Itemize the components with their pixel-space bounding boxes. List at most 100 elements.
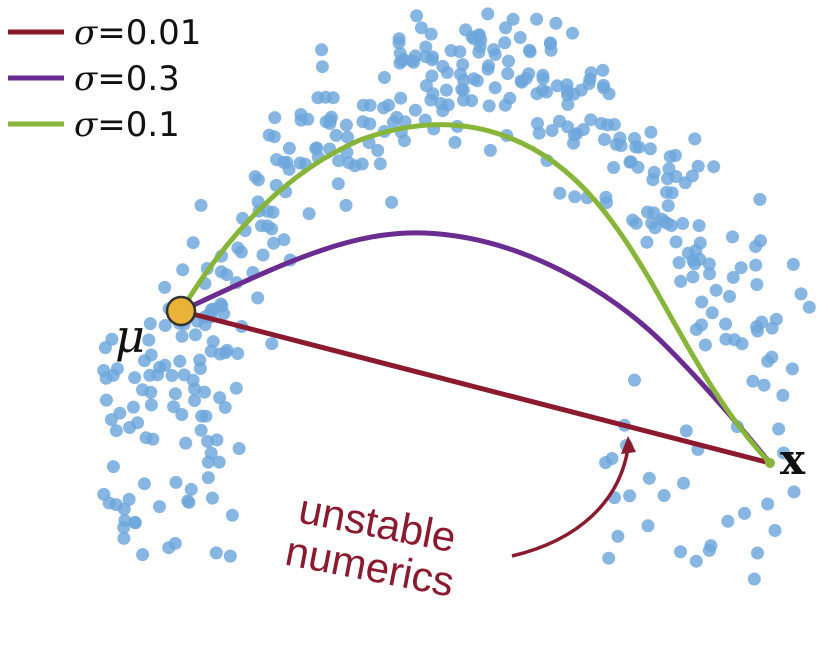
scatter-point	[162, 541, 176, 555]
scatter-point	[560, 84, 574, 98]
scatter-point	[545, 124, 559, 137]
scatter-point	[611, 529, 625, 543]
scatter-point	[315, 43, 329, 57]
scatter-point	[209, 546, 223, 560]
scatter-point	[531, 117, 544, 130]
scatter-point	[598, 133, 611, 146]
scatter-point	[390, 110, 404, 124]
scatter-point	[173, 354, 187, 368]
scatter-point	[785, 362, 799, 376]
scatter-point	[709, 283, 723, 297]
scatter-point	[488, 81, 502, 95]
scatter-point	[144, 398, 158, 412]
scatter-point	[326, 91, 340, 105]
scatter-point	[99, 393, 113, 407]
mu-label: μ	[115, 309, 145, 363]
scatter-point	[513, 31, 527, 44]
scatter-point	[436, 59, 450, 73]
scatter-point	[377, 71, 391, 84]
scatter-point	[602, 87, 616, 101]
scatter-point	[530, 12, 544, 26]
scatter-point	[117, 531, 131, 545]
scatter-point	[143, 317, 157, 331]
scatter-point	[371, 143, 385, 157]
scatter-point	[661, 199, 675, 213]
scatter-point	[126, 400, 140, 414]
scatter-point	[646, 173, 660, 187]
scatter-point	[256, 248, 270, 262]
scatter-point	[702, 257, 716, 271]
scatter-point	[549, 16, 563, 30]
scatter-point	[515, 75, 529, 89]
scatter-point	[772, 422, 786, 436]
scatter-point	[268, 111, 282, 125]
scatter-point	[672, 256, 686, 270]
scatter-point	[695, 318, 708, 332]
scatter-point	[761, 497, 775, 511]
scatter-point	[631, 160, 645, 174]
scatter-point	[662, 162, 676, 176]
scatter-point	[550, 79, 564, 93]
scatter-point	[693, 236, 707, 250]
scatter-point	[186, 373, 200, 387]
scatter-point	[721, 514, 735, 528]
scatter-point	[628, 373, 641, 387]
scatter-point	[267, 130, 281, 144]
scatter-point	[726, 230, 739, 244]
scatter-point	[483, 143, 497, 157]
scatter-point	[665, 219, 678, 232]
scatter-point	[186, 236, 200, 250]
scatter-point	[726, 270, 740, 284]
scatter-point	[424, 27, 438, 41]
scatter-point	[719, 317, 733, 331]
scatter-point	[176, 263, 190, 277]
scatter-point	[408, 49, 422, 63]
scatter-point	[175, 329, 189, 343]
scatter-point	[482, 99, 496, 113]
scatter-point	[583, 72, 597, 86]
scatter-point	[623, 489, 637, 503]
scatter-point	[686, 270, 700, 284]
scatter-point	[754, 234, 767, 248]
scatter-point	[707, 160, 721, 174]
scatter-point	[169, 475, 183, 489]
scatter-point	[703, 267, 716, 281]
scatter-point	[223, 549, 237, 563]
scatter-point	[193, 353, 207, 367]
scatter-point	[153, 500, 166, 514]
scatter-point	[201, 471, 215, 485]
scatter-point	[373, 157, 387, 171]
legend-entry-sigma-0.01: σ=0.01	[74, 13, 201, 53]
scatter-point	[144, 385, 158, 399]
scatter-point	[436, 104, 450, 118]
scatter-point	[128, 515, 142, 529]
scatter-point	[698, 338, 712, 352]
scatter-point	[601, 118, 614, 132]
scatter-point	[642, 471, 656, 485]
legend-value: =0.3	[97, 59, 180, 99]
scatter-point	[751, 546, 764, 560]
scatter-point	[408, 103, 422, 117]
scatter-point	[566, 26, 579, 40]
scatter-point	[188, 328, 202, 342]
scatter-point	[266, 205, 280, 219]
scatter-point	[561, 120, 575, 134]
scatter-point	[532, 126, 546, 140]
scatter-point	[648, 221, 662, 235]
scatter-point	[777, 446, 791, 460]
scatter-point	[669, 235, 683, 249]
scatter-point	[498, 98, 512, 112]
scatter-point	[614, 139, 628, 153]
scatter-point	[453, 45, 467, 59]
scatter-point	[481, 62, 495, 76]
scatter-point	[117, 521, 131, 534]
scatter-point	[212, 455, 226, 469]
scatter-point	[602, 551, 616, 565]
scatter-point	[106, 460, 120, 474]
scatter-point	[657, 489, 671, 502]
scatter-point	[576, 123, 590, 136]
scatter-point	[194, 423, 208, 437]
scatter-point	[137, 477, 151, 491]
scatter-point	[181, 494, 195, 508]
